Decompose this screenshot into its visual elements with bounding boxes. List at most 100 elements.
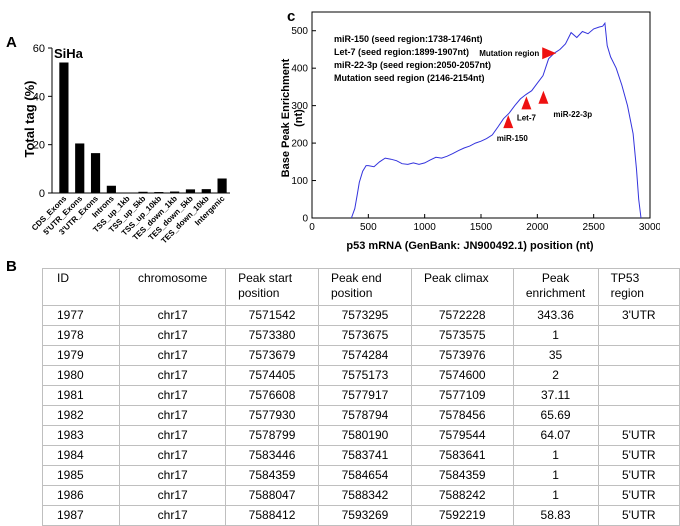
table-cell: 7588242 [410, 485, 514, 506]
table-cell: 5'UTR [597, 485, 680, 506]
table-cell: 7593269 [318, 505, 412, 526]
table-cell: 1982 [41, 405, 121, 426]
table-cell: chr17 [119, 485, 227, 506]
mirna-marker [503, 115, 514, 129]
table-cell: chr17 [119, 305, 227, 326]
table-cell [597, 385, 680, 406]
line-chart-ylabel-1: Base Peak Enrichment [280, 58, 292, 177]
table-cell: 7574600 [410, 365, 514, 386]
line-chart-x-tick-label: 1000 [414, 222, 437, 233]
table-cell: chr17 [119, 325, 227, 346]
table-cell: 7579544 [410, 425, 514, 446]
line-chart-legend: miR-150 (seed region:1738-1746nt) Let-7 (… [334, 34, 491, 83]
peak-table-header-cell: ID [41, 268, 121, 306]
table-row: 1977 chr17 7571542 7573295 7572228 343.36 3'UT… [41, 305, 680, 326]
table-cell: chr17 [119, 385, 227, 406]
table-row: 1983 chr17 7578799 7580190 7579544 64.07 5'UTR [41, 425, 680, 446]
peak-table-header-cell: Peak end position [318, 268, 412, 306]
bar-chart-bars [59, 62, 227, 194]
bar-chart-ylabel: Total tag (%) [22, 80, 37, 157]
table-cell: 1 [512, 325, 599, 346]
table-cell: 35 [512, 345, 599, 366]
table-row: 1981 chr17 7576608 7577917 7577109 37.11 [41, 385, 680, 406]
table-cell: 7572228 [410, 305, 514, 326]
table-row: 1979 chr17 7573679 7574284 7573976 35 [41, 345, 680, 366]
table-cell: 1981 [41, 385, 121, 406]
annotation-label: miR-150 [497, 134, 529, 143]
table-cell: 7584359 [410, 465, 514, 486]
table-cell: 7588342 [318, 485, 412, 506]
peak-table-header-row: ID chromosome Peak start position Peak end po… [41, 268, 680, 306]
table-cell: 1986 [41, 485, 121, 506]
table-cell: 7576608 [225, 385, 319, 406]
table-cell: 1983 [41, 425, 121, 446]
line-chart-x-tick-label: 2000 [526, 222, 549, 233]
table-cell: 7577109 [410, 385, 514, 406]
table-cell: chr17 [119, 425, 227, 446]
bar [170, 191, 180, 193]
table-cell: 5'UTR [597, 465, 680, 486]
bar [154, 192, 164, 193]
annotation-label: Mutation region [479, 49, 539, 58]
table-cell: chr17 [119, 465, 227, 486]
panel-c-letter: c [287, 8, 296, 25]
table-cell: 7574405 [225, 365, 319, 386]
table-cell: 5'UTR [597, 425, 680, 446]
table-cell: 7584654 [318, 465, 412, 486]
table-cell: 7573380 [225, 325, 319, 346]
table-cell: 7577917 [318, 385, 412, 406]
table-cell: 1977 [41, 305, 121, 326]
table-row: 1980 chr17 7574405 7575173 7574600 2 [41, 365, 680, 386]
header-text: Peak [541, 271, 570, 285]
table-cell: chr17 [119, 445, 227, 466]
bar-chart-x-labels: CDS_Exons5'UTR_Exons3'UTR_ExonsIntronsTS… [30, 194, 227, 246]
table-cell: 5'UTR [597, 445, 680, 466]
table-row: 1984 chr17 7583446 7583741 7583641 1 5'UTR [41, 445, 680, 466]
bar-chart-title: SiHa [54, 46, 84, 61]
table-cell: chr17 [119, 405, 227, 426]
line-chart-legend-line: miR-150 (seed region:1738-1746nt) [334, 34, 483, 44]
annotation-label: Let-7 [517, 113, 537, 122]
line-chart-legend-line: Let-7 (seed region:1899-1907nt) [334, 47, 469, 57]
line-chart-series [350, 21, 642, 219]
table-cell: 7574284 [318, 345, 412, 366]
peak-table-header-cell: Peak climax [410, 268, 514, 306]
line-chart-y-tick-label: 300 [291, 101, 308, 112]
table-cell: 7592219 [410, 505, 514, 526]
table-cell: 1 [512, 445, 599, 466]
line-chart-xlabel: p53 mRNA (GenBank: JN900492.1) position … [346, 240, 593, 252]
line-chart-legend-line: Mutation seed region (2146-2154nt) [334, 73, 485, 83]
table-cell: 1 [512, 465, 599, 486]
peak-table-header-cell: Peak enrichment [512, 268, 599, 306]
bar [217, 178, 227, 193]
line-chart-ticks: 0 500 1000 1500 2000 2500 3000 0 100 200 300 400 500 [291, 26, 660, 233]
table-cell [597, 405, 680, 426]
table-row: 1978 chr17 7573380 7573675 7573575 1 [41, 325, 680, 346]
table-cell: 37.11 [512, 385, 599, 406]
table-cell: 7571542 [225, 305, 319, 326]
bar [75, 143, 85, 193]
peak-table: ID chromosome Peak start position Peak end po… [41, 268, 680, 526]
line-chart-x-tick-label: 3000 [639, 222, 660, 233]
table-cell: 1985 [41, 465, 121, 486]
table-cell: 3'UTR [597, 305, 680, 326]
table-cell [597, 365, 680, 386]
table-cell [597, 345, 680, 366]
line-chart-ylabel-2: (nt) [293, 109, 305, 127]
bar-chart-siha: SiHa Total tag (%) 0 20 40 60 CDS_Exons5'UT… [22, 43, 230, 246]
header-text: TP53 region [610, 271, 644, 300]
bar-chart-y-tick-label: 20 [33, 140, 45, 152]
table-cell: 7573675 [318, 325, 412, 346]
header-text: Peak climax [423, 271, 489, 285]
peak-table-header-cell: Peak start position [225, 268, 319, 306]
table-cell: 7577930 [225, 405, 319, 426]
table-cell: 343.36 [512, 305, 599, 326]
table-cell: 1980 [41, 365, 121, 386]
table-cell: 7573575 [410, 325, 514, 346]
table-cell: 7578799 [225, 425, 319, 446]
table-cell: 1 [512, 485, 599, 506]
table-cell: 7588412 [225, 505, 319, 526]
bar-chart-y-tick-label: 0 [39, 188, 45, 200]
table-cell: 58.83 [512, 505, 599, 526]
panel-a-letter: A [6, 34, 17, 51]
